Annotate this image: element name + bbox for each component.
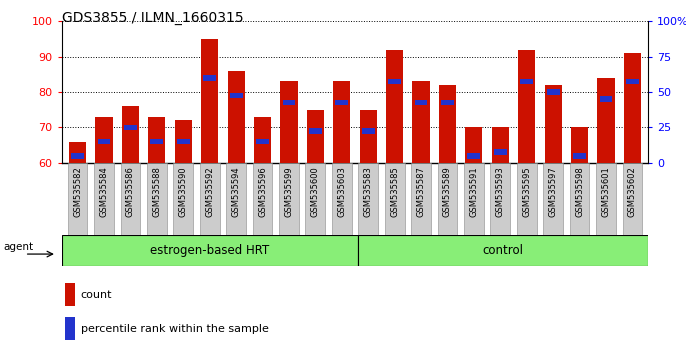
Text: GSM535589: GSM535589: [443, 166, 452, 217]
Bar: [228, 71, 245, 163]
Bar: [150, 139, 163, 144]
Bar: [332, 163, 352, 235]
Bar: [177, 139, 190, 144]
Bar: [494, 149, 507, 155]
Bar: [358, 163, 378, 235]
Bar: [543, 163, 563, 235]
Bar: [571, 127, 588, 163]
Bar: [464, 163, 484, 235]
Bar: [465, 127, 482, 163]
Text: GSM535591: GSM535591: [469, 166, 478, 217]
Bar: [388, 79, 401, 84]
Text: GSM535603: GSM535603: [338, 166, 346, 217]
Bar: [174, 163, 193, 235]
Bar: [97, 139, 110, 144]
Bar: [252, 163, 272, 235]
Text: GSM535592: GSM535592: [205, 166, 214, 217]
Bar: [64, 283, 75, 306]
Text: GSM535588: GSM535588: [152, 166, 161, 217]
Bar: [71, 153, 84, 159]
Bar: [279, 163, 299, 235]
Text: estrogen-based HRT: estrogen-based HRT: [150, 244, 270, 257]
Bar: [175, 120, 192, 163]
Bar: [573, 153, 586, 159]
Text: control: control: [482, 244, 523, 257]
Bar: [386, 50, 403, 163]
Bar: [94, 163, 114, 235]
Bar: [147, 163, 167, 235]
Text: GSM535583: GSM535583: [364, 166, 372, 217]
Bar: [68, 163, 88, 235]
Bar: [600, 96, 613, 102]
Bar: [490, 163, 510, 235]
Bar: [305, 163, 325, 235]
Text: GSM535600: GSM535600: [311, 166, 320, 217]
Bar: [626, 79, 639, 84]
Text: GSM535593: GSM535593: [496, 166, 505, 217]
Bar: [148, 117, 165, 163]
Bar: [438, 163, 458, 235]
Bar: [467, 153, 480, 159]
Bar: [441, 100, 454, 105]
Text: percentile rank within the sample: percentile rank within the sample: [80, 324, 268, 333]
Bar: [124, 125, 137, 130]
Bar: [62, 235, 357, 266]
Bar: [201, 39, 218, 163]
Bar: [95, 117, 113, 163]
Bar: [307, 110, 324, 163]
Bar: [226, 163, 246, 235]
Bar: [412, 81, 429, 163]
Text: GSM535584: GSM535584: [99, 166, 108, 217]
Text: GSM535595: GSM535595: [522, 166, 531, 217]
Bar: [122, 106, 139, 163]
Text: GSM535602: GSM535602: [628, 166, 637, 217]
Bar: [596, 163, 616, 235]
Text: GSM535596: GSM535596: [258, 166, 267, 217]
Bar: [439, 85, 456, 163]
Text: agent: agent: [3, 242, 33, 252]
Text: GSM535601: GSM535601: [602, 166, 611, 217]
Bar: [598, 78, 615, 163]
Bar: [414, 100, 427, 105]
Bar: [256, 139, 269, 144]
Text: GSM535598: GSM535598: [575, 166, 584, 217]
Text: GSM535586: GSM535586: [126, 166, 135, 217]
Text: GSM535582: GSM535582: [73, 166, 82, 217]
Bar: [545, 85, 562, 163]
Bar: [309, 128, 322, 134]
Bar: [203, 75, 216, 81]
Bar: [254, 117, 271, 163]
Text: GSM535594: GSM535594: [232, 166, 241, 217]
Text: GSM535585: GSM535585: [390, 166, 399, 217]
Text: GSM535599: GSM535599: [285, 166, 294, 217]
Text: GSM535590: GSM535590: [179, 166, 188, 217]
Bar: [547, 89, 560, 95]
Bar: [411, 163, 431, 235]
Bar: [359, 110, 377, 163]
Bar: [335, 100, 348, 105]
Bar: [517, 163, 536, 235]
Bar: [69, 142, 86, 163]
Bar: [64, 317, 75, 340]
Bar: [362, 128, 375, 134]
Bar: [518, 50, 535, 163]
Bar: [121, 163, 141, 235]
Bar: [385, 163, 405, 235]
Bar: [624, 53, 641, 163]
Text: GSM535587: GSM535587: [416, 166, 425, 217]
Bar: [200, 163, 220, 235]
Bar: [520, 79, 533, 84]
Bar: [333, 81, 351, 163]
Text: count: count: [80, 290, 112, 299]
Bar: [230, 93, 243, 98]
Bar: [283, 100, 296, 105]
Bar: [569, 163, 589, 235]
Text: GDS3855 / ILMN_1660315: GDS3855 / ILMN_1660315: [62, 11, 244, 25]
Bar: [492, 127, 509, 163]
Bar: [281, 81, 298, 163]
Bar: [622, 163, 642, 235]
Bar: [357, 235, 648, 266]
Text: GSM535597: GSM535597: [549, 166, 558, 217]
